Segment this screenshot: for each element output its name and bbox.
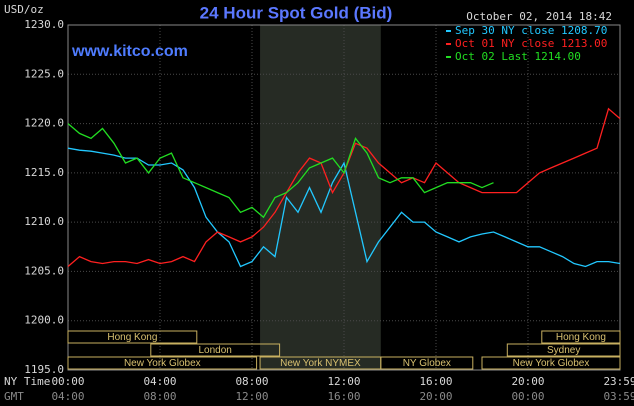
session-bar [67,356,258,370]
y-tick-label: 1205.0 [24,264,64,277]
y-tick-label: 1215.0 [24,166,64,179]
session-bar [67,330,198,344]
x2-tick-label: 12:00 [235,390,268,403]
timestamp: October 02, 2014 18:42 [466,10,612,23]
y-axis-label: USD/oz [4,3,44,16]
x-tick-label: 00:00 [51,375,84,388]
x2-tick-label: 04:00 [51,390,84,403]
session-bar [150,343,281,357]
session-label: London [199,345,232,356]
x2-tick-label: 03:59 [603,390,634,403]
legend-label: Oct 02 Last 1214.00 [455,50,581,63]
x2-tick-label: 08:00 [143,390,176,403]
y-tick-label: 1195.0 [24,363,64,376]
x2-tick-label: 20:00 [419,390,452,403]
x-tick-label: 23:59 [603,375,634,388]
chart-title: 24 Hour Spot Gold (Bid) [200,3,393,22]
watermark: www.kitco.com [71,43,188,60]
session-label: New York Globex [513,358,590,369]
session-bar [506,343,621,357]
session-label: Hong Kong [107,332,157,343]
x-tick-label: 04:00 [143,375,176,388]
series-line [67,123,494,219]
y-tick-label: 1200.0 [24,314,64,327]
session-bar [380,356,474,370]
x-tick-label: 16:00 [419,375,452,388]
session-label: New York Globex [124,358,201,369]
x-tick-label: 20:00 [511,375,544,388]
x2-tick-label: 00:00 [511,390,544,403]
session-bar [481,356,621,370]
session-label: Hong Kong [556,332,606,343]
session-label: New York NYMEX [280,358,361,369]
x-tick-label: 08:00 [235,375,268,388]
legend-label: Oct 01 NY close 1213.00 [455,37,607,50]
plot-frame [67,24,621,371]
y-tick-label: 1225.0 [24,67,64,80]
x2-axis-label: GMT [4,390,24,403]
y-tick-label: 1210.0 [24,215,64,228]
legend-label: Sep 30 NY close 1208.70 [455,24,607,37]
y-tick-label: 1230.0 [24,18,64,31]
series-line [67,147,621,268]
x-tick-label: 12:00 [327,375,360,388]
session-shade [260,25,381,370]
session-label: Sydney [547,345,580,356]
y-tick-label: 1220.0 [24,117,64,130]
session-bar [541,330,621,344]
session-label: NY Globex [403,358,451,369]
x2-tick-label: 16:00 [327,390,360,403]
x-axis-label: NY Time [4,375,50,388]
